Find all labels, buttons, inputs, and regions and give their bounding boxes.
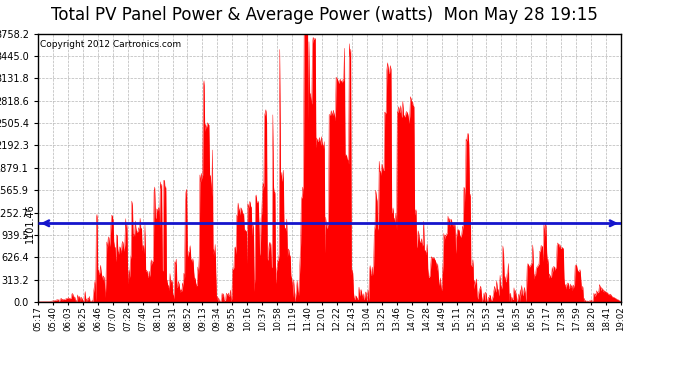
- Text: Copyright 2012 Cartronics.com: Copyright 2012 Cartronics.com: [40, 40, 181, 50]
- Text: Total PV Panel Power & Average Power (watts)  Mon May 28 19:15: Total PV Panel Power & Average Power (wa…: [51, 6, 598, 24]
